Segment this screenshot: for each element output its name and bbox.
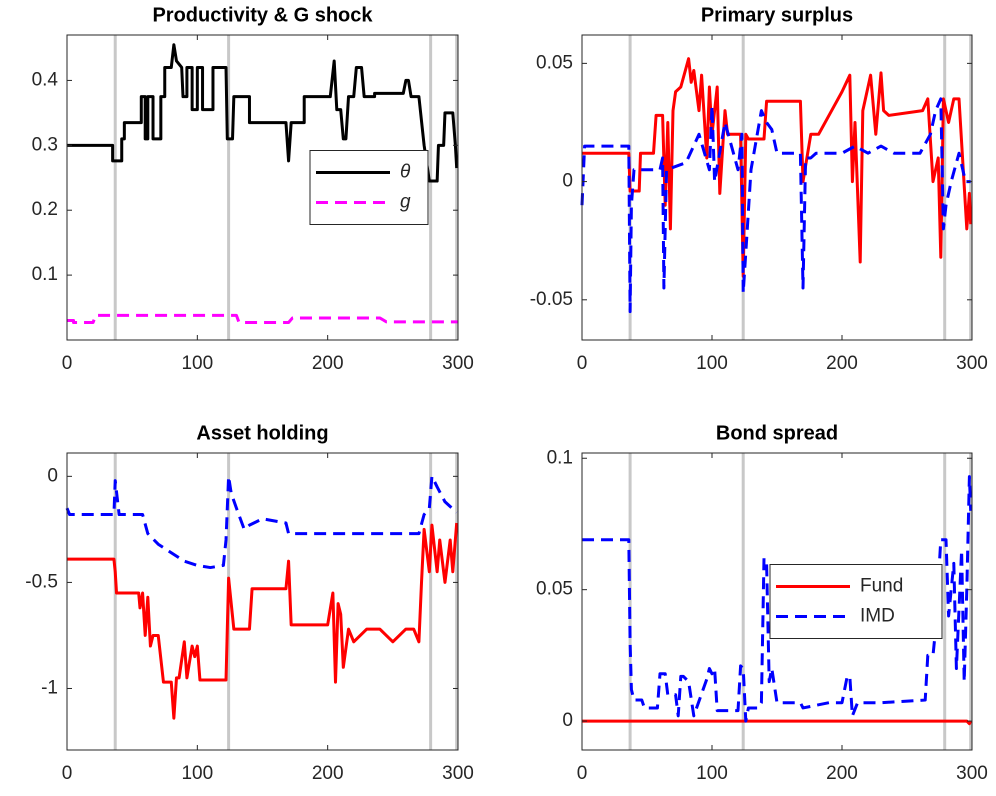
y-tick-label: 0 [562, 171, 573, 192]
legend: Fund IMD [769, 564, 943, 639]
series-line [582, 719, 973, 726]
plot-area [67, 453, 458, 750]
series-line [67, 313, 458, 324]
y-tick-label: 0.1 [32, 264, 58, 285]
legend-box [769, 564, 943, 639]
y-tick-label: 0.3 [32, 134, 58, 155]
y-tick-label: 0.05 [536, 52, 573, 73]
series-line [582, 57, 973, 278]
y-tick-label: -0.5 [25, 571, 58, 592]
x-tick-label: 300 [956, 353, 988, 374]
legend-box [309, 150, 429, 225]
y-tick-label: 0.1 [547, 447, 573, 468]
y-tick-label: 0.2 [32, 199, 58, 220]
x-tick-label: 100 [696, 353, 728, 374]
x-tick-label: 200 [312, 353, 344, 374]
x-tick-label: 300 [442, 763, 474, 784]
chart-title: Asset holding [196, 422, 328, 444]
chart-title: Productivity & G shock [152, 4, 373, 26]
x-tick-label: 0 [577, 763, 588, 784]
series-line [67, 522, 459, 720]
x-tick-label: 200 [826, 353, 858, 374]
legend-label: g [400, 192, 411, 213]
axes-box [581, 34, 973, 341]
chart-title: Bond spread [716, 422, 838, 444]
x-tick-label: 100 [181, 353, 213, 374]
axes-box [66, 34, 459, 341]
x-tick-label: 0 [62, 353, 73, 374]
plot-area [582, 35, 972, 340]
y-tick-label: 0 [562, 710, 573, 731]
x-tick-label: 300 [956, 763, 988, 784]
y-tick-label: -1 [41, 677, 58, 698]
x-tick-label: 100 [181, 763, 213, 784]
x-tick-label: 200 [826, 763, 858, 784]
legend-label: Fund [860, 576, 903, 597]
legend-label: IMD [860, 606, 895, 627]
x-tick-label: 0 [62, 763, 73, 784]
y-tick-label: 0.05 [536, 579, 573, 600]
y-tick-label: 0.4 [32, 69, 59, 90]
axes-box [66, 452, 459, 751]
series-line [67, 43, 459, 183]
legend-label: θ [400, 162, 411, 183]
axes-box [581, 452, 973, 751]
x-tick-label: 0 [577, 353, 588, 374]
x-tick-label: 100 [696, 763, 728, 784]
chart-title: Primary surplus [701, 4, 853, 26]
x-tick-label: 300 [442, 353, 474, 374]
legend: θg [309, 150, 429, 225]
x-tick-label: 200 [312, 763, 344, 784]
y-tick-label: 0 [47, 465, 58, 486]
y-tick-label: -0.05 [530, 289, 573, 310]
series-line [580, 97, 971, 314]
series-line [65, 474, 458, 570]
